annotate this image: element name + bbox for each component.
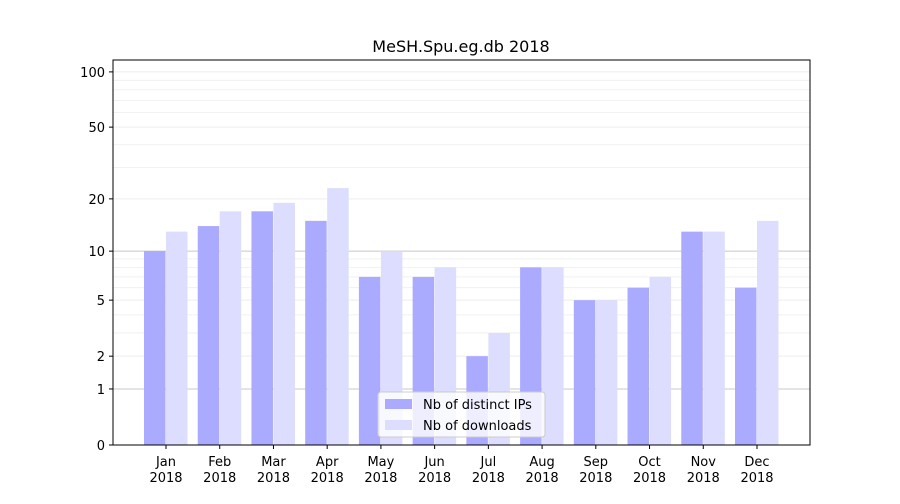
bar-ips	[144, 251, 166, 445]
bar-ips	[251, 211, 273, 445]
legend-label: Nb of distinct IPs	[423, 398, 532, 413]
bar-ips	[627, 287, 650, 445]
x-tick-label: Aug 2018	[526, 455, 559, 486]
y-tick-label: 2	[97, 350, 105, 365]
y-tick-label: 0	[97, 439, 105, 454]
bar-downloads	[649, 276, 672, 445]
y-tick-label: 1	[97, 383, 105, 398]
legend: Nb of distinct IPs Nb of downloads	[377, 391, 546, 438]
y-tick-label: 50	[88, 121, 105, 136]
bar-downloads	[327, 188, 349, 445]
bar-ips	[573, 300, 596, 445]
x-tick-label: Jun 2018	[418, 455, 451, 486]
x-tick-label: Mar 2018	[257, 455, 290, 486]
y-tick-label: 10	[88, 245, 105, 260]
bar-downloads	[273, 202, 295, 445]
legend-swatch	[385, 420, 412, 430]
bar-ips	[305, 220, 327, 445]
legend-label: Nb of downloads	[423, 419, 532, 434]
x-tick-label: Jan 2018	[149, 455, 182, 486]
bar-ips	[681, 231, 703, 445]
plot-frame	[112, 59, 811, 446]
x-tick-label: Nov 2018	[687, 455, 720, 486]
x-tick-label: Jul 2018	[472, 455, 505, 486]
bar-downloads	[542, 267, 564, 445]
bar-downloads	[219, 211, 242, 445]
x-tick-label: Apr 2018	[311, 455, 344, 486]
chart-title: MeSH.Spu.eg.db 2018	[372, 37, 549, 56]
bar-downloads	[757, 220, 779, 445]
y-tick-label: 100	[80, 66, 105, 81]
x-tick-label: Sep 2018	[579, 455, 612, 486]
legend-swatch	[385, 399, 412, 409]
bar-ips	[358, 276, 381, 445]
bar-downloads	[595, 300, 618, 445]
bar-ips	[197, 226, 220, 445]
x-tick-label: Dec 2018	[740, 455, 773, 486]
x-tick-label: Feb 2018	[203, 455, 236, 486]
bar-downloads	[703, 231, 725, 445]
y-tick-label: 5	[97, 294, 105, 309]
bar-downloads	[166, 231, 188, 445]
x-tick-label: May 2018	[364, 455, 397, 486]
bar-ips	[735, 287, 757, 445]
y-tick-label: 20	[88, 193, 105, 208]
x-tick-label: Oct 2018	[633, 455, 666, 486]
legend-box	[377, 391, 546, 438]
